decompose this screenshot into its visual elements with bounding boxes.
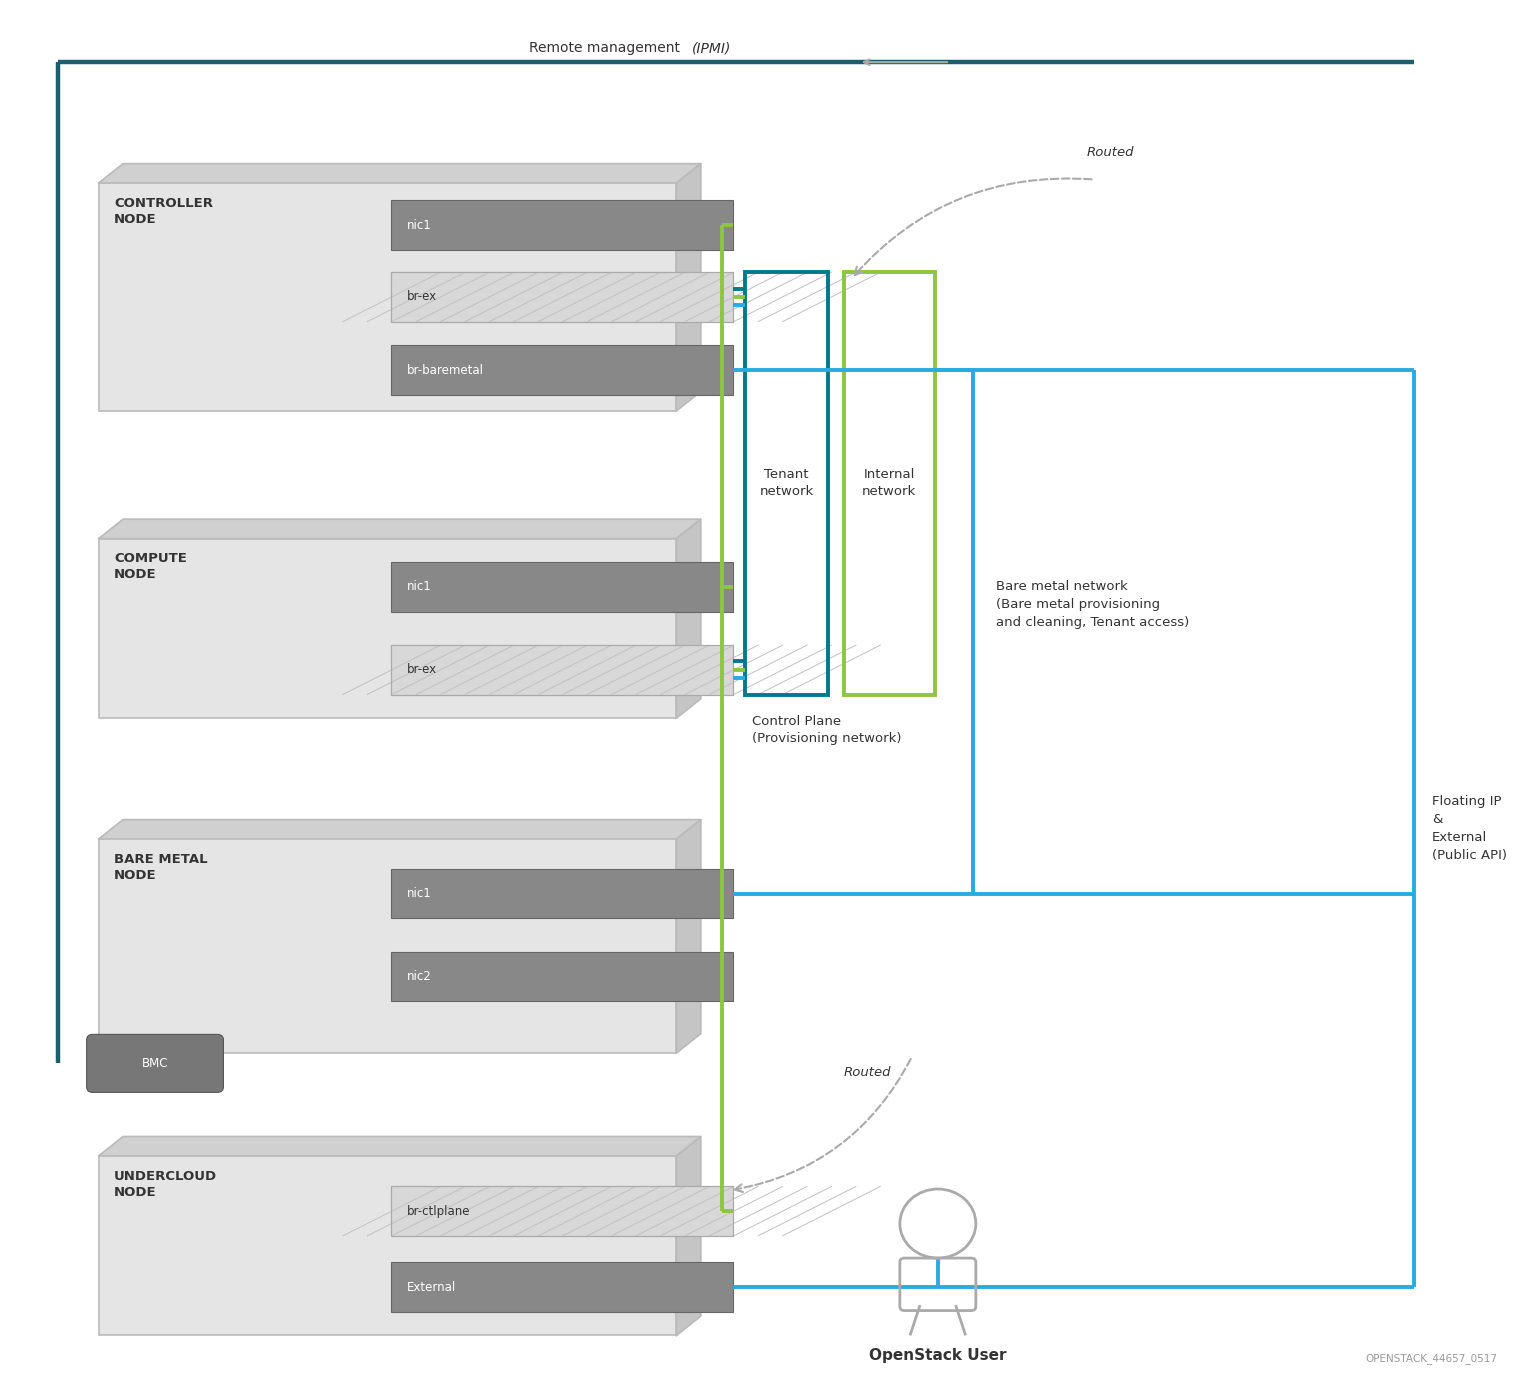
FancyBboxPatch shape: [87, 1034, 223, 1092]
Text: BMC: BMC: [141, 1056, 169, 1070]
Bar: [392, 200, 734, 250]
Text: UNDERCLOUD
NODE: UNDERCLOUD NODE: [114, 1170, 217, 1199]
Bar: [745, 272, 828, 695]
Polygon shape: [99, 164, 701, 182]
Bar: [99, 539, 676, 718]
Polygon shape: [99, 820, 701, 840]
Text: OPENSTACK_44657_0517: OPENSTACK_44657_0517: [1365, 1353, 1497, 1364]
Polygon shape: [676, 519, 701, 718]
Text: Floating IP
&
External
(Public API): Floating IP & External (Public API): [1432, 795, 1506, 862]
Text: br-baremetal: br-baremetal: [407, 363, 483, 377]
Bar: [99, 182, 676, 412]
Text: OpenStack User: OpenStack User: [869, 1348, 1006, 1363]
Text: COMPUTE
NODE: COMPUTE NODE: [114, 552, 187, 581]
Text: nic1: nic1: [407, 887, 432, 900]
Bar: [844, 272, 935, 695]
Bar: [392, 645, 734, 695]
Text: External: External: [407, 1280, 456, 1294]
Polygon shape: [676, 164, 701, 412]
Text: br-ex: br-ex: [407, 290, 436, 304]
Bar: [392, 869, 734, 918]
Text: nic1: nic1: [407, 218, 432, 232]
Text: BARE METAL
NODE: BARE METAL NODE: [114, 853, 208, 881]
Text: nic2: nic2: [407, 969, 432, 983]
Text: Routed: Routed: [1087, 146, 1134, 159]
Bar: [392, 645, 734, 695]
Text: Control Plane
(Provisioning network): Control Plane (Provisioning network): [752, 715, 901, 746]
Text: (IPMI): (IPMI): [692, 41, 731, 55]
Text: nic1: nic1: [407, 580, 432, 594]
Polygon shape: [676, 1137, 701, 1335]
Text: Remote management: Remote management: [529, 41, 684, 55]
Polygon shape: [99, 519, 701, 539]
Text: CONTROLLER
NODE: CONTROLLER NODE: [114, 197, 213, 225]
Bar: [392, 1186, 734, 1236]
Polygon shape: [99, 1137, 701, 1156]
Bar: [392, 272, 734, 322]
Bar: [392, 562, 734, 612]
Bar: [392, 952, 734, 1001]
Bar: [99, 840, 676, 1052]
Bar: [392, 1186, 734, 1236]
Bar: [392, 1262, 734, 1312]
Text: Bare metal network
(Bare metal provisioning
and cleaning, Tenant access): Bare metal network (Bare metal provision…: [996, 580, 1189, 628]
Bar: [392, 345, 734, 395]
Text: Routed: Routed: [844, 1066, 891, 1079]
Text: br-ctlplane: br-ctlplane: [407, 1204, 470, 1218]
Polygon shape: [676, 820, 701, 1052]
Bar: [99, 1156, 676, 1335]
Bar: [392, 272, 734, 322]
Text: br-ex: br-ex: [407, 663, 436, 677]
Text: Tenant
network: Tenant network: [760, 468, 813, 499]
Text: Internal
network: Internal network: [862, 468, 917, 499]
